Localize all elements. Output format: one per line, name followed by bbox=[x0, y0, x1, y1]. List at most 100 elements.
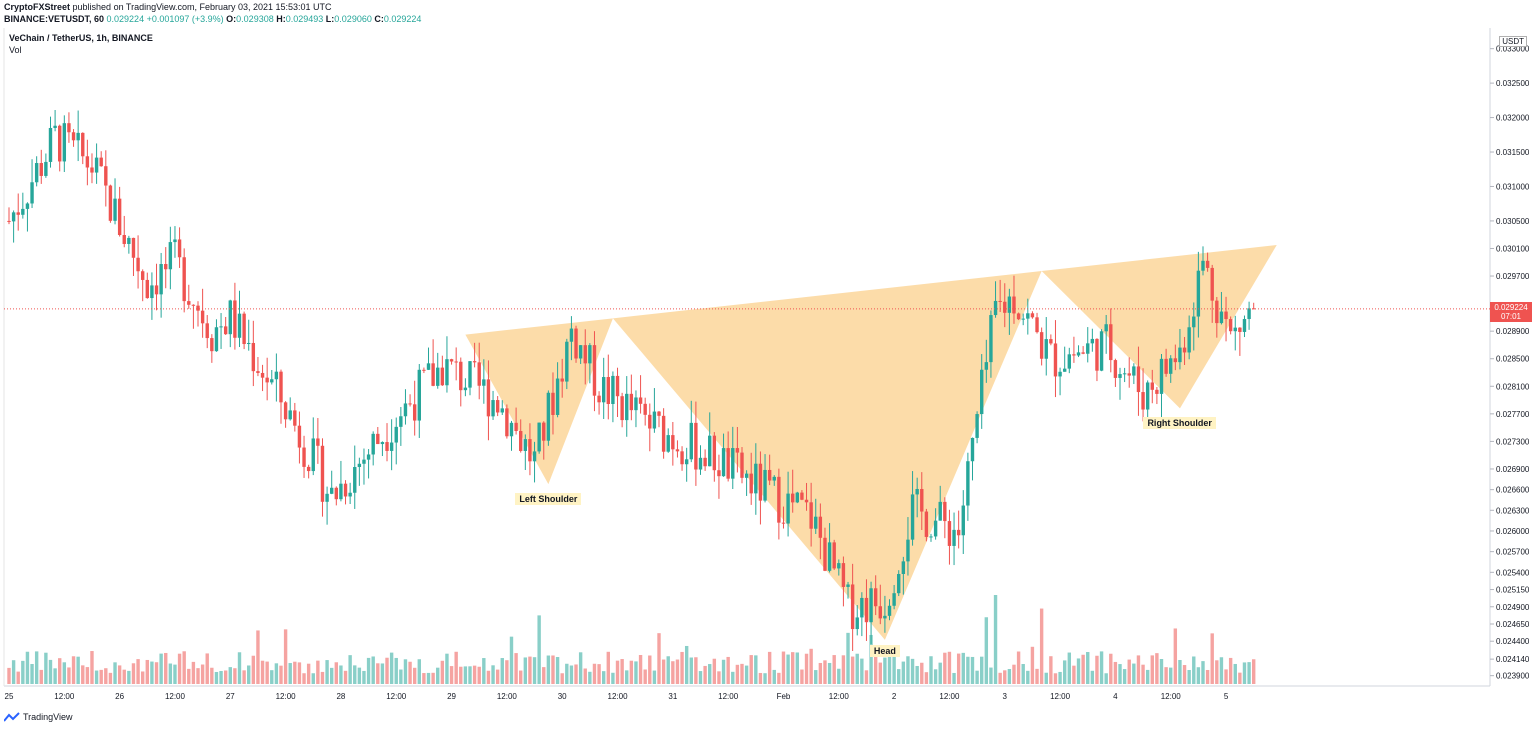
candle-body bbox=[993, 300, 998, 316]
volume-bar bbox=[1099, 651, 1104, 684]
volume-bar bbox=[233, 668, 237, 684]
volume-bar bbox=[855, 653, 859, 684]
x-tick-label: 5 bbox=[1224, 692, 1229, 701]
volume-bar bbox=[837, 668, 841, 684]
candle-body bbox=[408, 403, 412, 405]
volume-bar bbox=[11, 660, 16, 684]
volume-bar bbox=[58, 658, 62, 684]
pattern-label[interactable]: Right Shoulder bbox=[1143, 417, 1216, 430]
volume-bar bbox=[1030, 646, 1035, 684]
volume-bar bbox=[961, 652, 965, 684]
candle-body bbox=[878, 606, 882, 619]
open-label: O: bbox=[226, 14, 237, 24]
pattern-label[interactable]: Head bbox=[869, 645, 900, 658]
candle-body bbox=[1086, 343, 1090, 354]
volume-bar bbox=[1095, 655, 1099, 684]
candle-body bbox=[1044, 339, 1048, 359]
candle-body bbox=[495, 400, 500, 413]
candle-body bbox=[966, 461, 970, 506]
candle-body bbox=[1030, 313, 1035, 318]
volume-bar bbox=[943, 652, 947, 684]
candle-body bbox=[389, 442, 394, 451]
candle-body bbox=[924, 511, 929, 537]
candle-body bbox=[1109, 324, 1113, 361]
volume-bar bbox=[150, 661, 154, 684]
candle-body bbox=[122, 234, 126, 244]
candle-body bbox=[850, 584, 855, 630]
candle-body bbox=[362, 459, 366, 464]
candle-body bbox=[560, 378, 564, 382]
volume-bar bbox=[399, 669, 403, 684]
volume-bar bbox=[818, 662, 823, 684]
volume-bar bbox=[500, 658, 504, 684]
candle-body bbox=[721, 448, 726, 477]
volume-bar bbox=[938, 662, 942, 684]
volume-bar bbox=[657, 633, 661, 684]
candle-body bbox=[1210, 267, 1214, 301]
candle-body bbox=[574, 328, 578, 359]
candle-body bbox=[1164, 358, 1168, 374]
symbol: BINANCE:VETUSDT, 60 bbox=[4, 14, 105, 24]
volume-bar bbox=[1238, 672, 1242, 684]
volume-bar bbox=[754, 655, 758, 684]
candle-body bbox=[1187, 327, 1191, 353]
volume-bar bbox=[519, 670, 523, 684]
volume-bar bbox=[122, 669, 126, 684]
candle-body bbox=[970, 437, 975, 462]
volume-bar bbox=[1242, 662, 1247, 684]
candle-body bbox=[901, 561, 906, 575]
candle-body bbox=[763, 469, 767, 501]
candle-body bbox=[523, 439, 528, 451]
candle-body bbox=[1113, 360, 1118, 378]
candle-body bbox=[1067, 354, 1071, 369]
volume-bar bbox=[588, 671, 592, 684]
volume-bar bbox=[869, 634, 873, 684]
y-tick-label: 0.032500 bbox=[1496, 79, 1530, 88]
volume-bar bbox=[749, 655, 753, 684]
x-tick-label: 12:00 bbox=[718, 692, 739, 701]
volume-bar bbox=[1187, 670, 1191, 684]
candle-body bbox=[131, 237, 136, 258]
publisher-name[interactable]: CryptoFXStreet bbox=[4, 2, 71, 12]
candle-body bbox=[781, 522, 786, 524]
candle-body bbox=[426, 363, 431, 370]
candle-body bbox=[150, 285, 154, 299]
candle-body bbox=[223, 326, 228, 335]
volume-bar bbox=[744, 665, 749, 684]
candle-body bbox=[546, 392, 551, 441]
candle-body bbox=[270, 379, 274, 383]
volume-bar bbox=[90, 651, 94, 684]
candle-body bbox=[1169, 358, 1173, 374]
volume-bar bbox=[140, 671, 145, 684]
candle-body bbox=[1233, 327, 1237, 332]
volume-bar bbox=[81, 665, 85, 684]
candle-body bbox=[403, 403, 408, 417]
candle-body bbox=[399, 416, 403, 427]
candle-body bbox=[1252, 308, 1256, 310]
brand-name[interactable]: TradingView bbox=[23, 712, 73, 722]
volume-bar bbox=[832, 655, 836, 684]
volume-bar bbox=[353, 665, 357, 684]
candle-body bbox=[519, 431, 523, 451]
y-tick-label: 0.025700 bbox=[1496, 548, 1530, 557]
volume-bar bbox=[316, 660, 320, 684]
volume-bar bbox=[684, 645, 689, 684]
volume-bar bbox=[85, 667, 90, 684]
candle-body bbox=[279, 371, 283, 403]
candle-body bbox=[366, 454, 371, 460]
pattern-label[interactable]: Left Shoulder bbox=[515, 493, 582, 505]
y-tick-label: 0.030100 bbox=[1496, 244, 1530, 253]
volume-bar bbox=[1113, 661, 1118, 684]
candle-body bbox=[873, 588, 878, 607]
candle-body bbox=[16, 212, 20, 215]
x-tick-label: 27 bbox=[226, 692, 235, 701]
candle-body bbox=[177, 239, 182, 258]
volume-bar bbox=[482, 658, 486, 684]
volume-bar bbox=[173, 664, 177, 684]
volume-bar bbox=[472, 665, 477, 684]
candle-body bbox=[1196, 270, 1201, 317]
currency-badge[interactable]: USDT bbox=[1499, 36, 1527, 47]
candle-body bbox=[814, 516, 818, 529]
candle-body bbox=[708, 435, 712, 467]
